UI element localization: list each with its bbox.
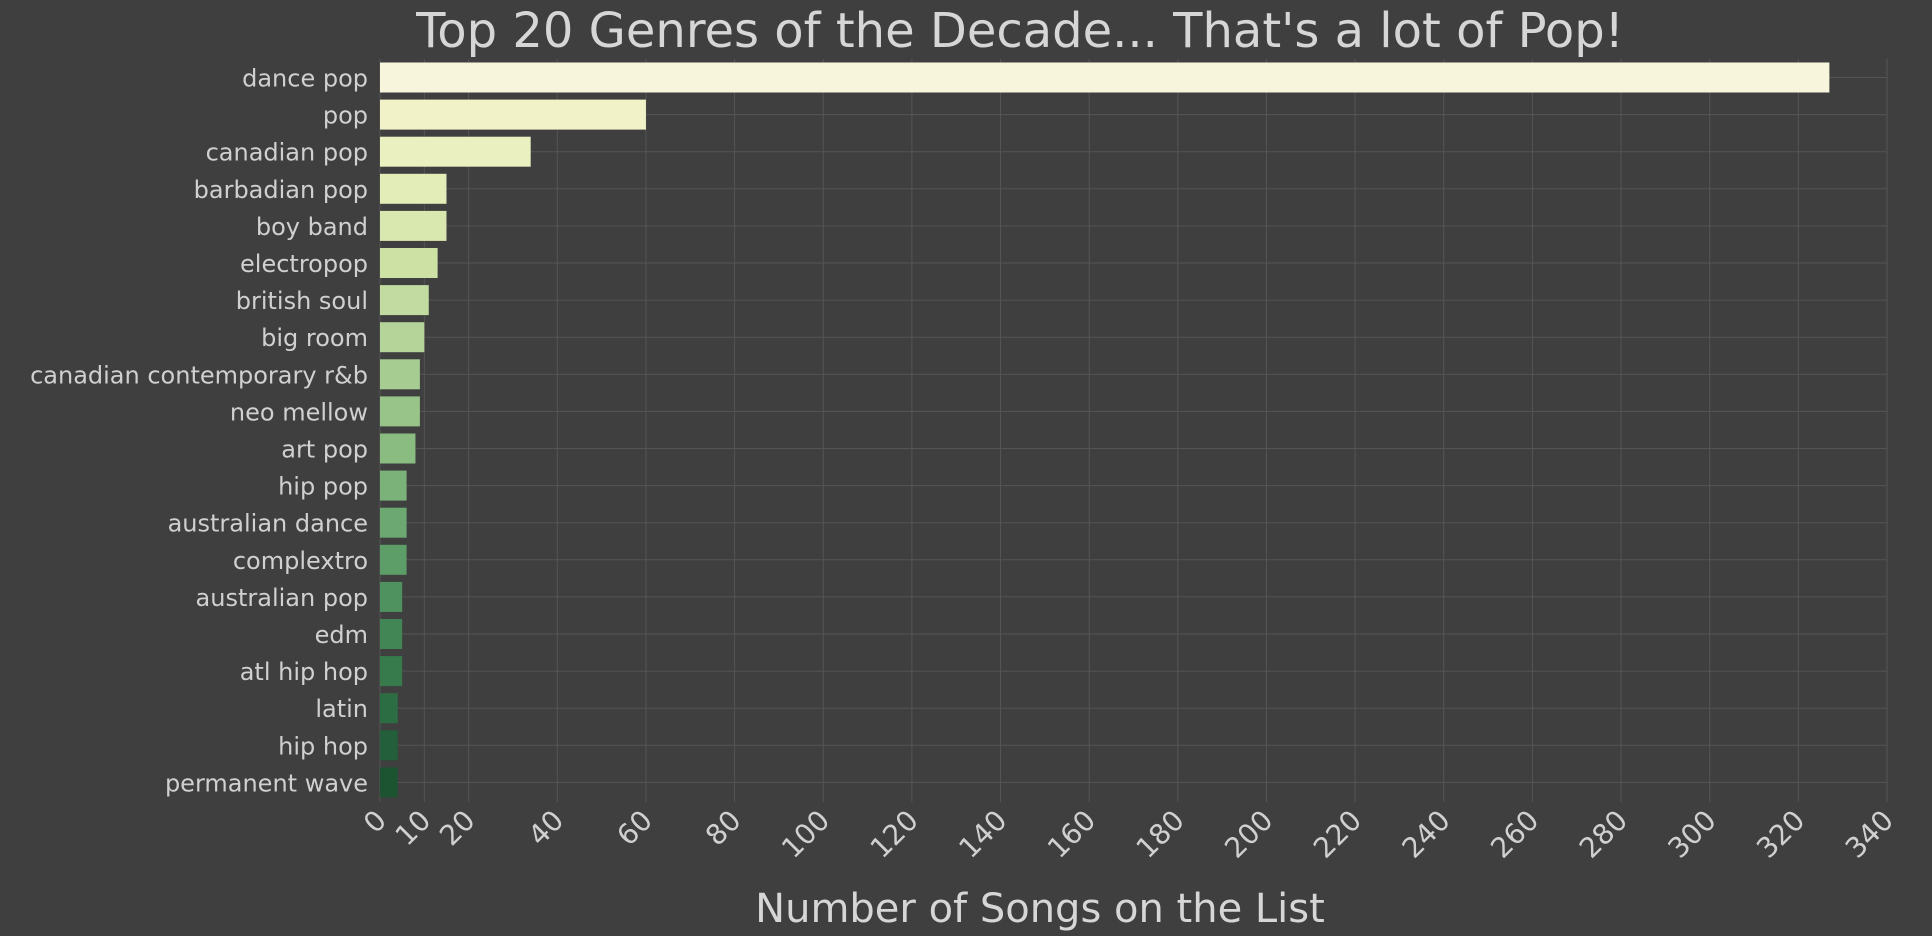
category-label: art pop	[281, 436, 368, 464]
category-label: pop	[323, 102, 368, 130]
category-label: hip pop	[278, 473, 368, 501]
bar	[380, 322, 425, 353]
category-label: british soul	[236, 287, 368, 315]
category-label: canadian contemporary r&b	[30, 361, 368, 389]
bar	[380, 62, 1830, 93]
bars	[380, 62, 1830, 798]
x-tick-label: 60	[610, 804, 659, 853]
x-tick-label: 280	[1573, 804, 1634, 865]
category-label: big room	[261, 324, 368, 352]
bar	[380, 619, 403, 649]
x-tick-label: 100	[775, 804, 836, 865]
x-tick-label: 0	[357, 804, 393, 840]
bar	[380, 693, 398, 724]
x-tick-label: 260	[1484, 804, 1545, 865]
bar	[380, 656, 403, 687]
category-label: atl hip hop	[240, 658, 368, 686]
x-tick-label: 340	[1839, 804, 1900, 865]
x-tick-label: 180	[1130, 804, 1191, 865]
bar	[380, 136, 531, 167]
x-tick-label: 220	[1307, 804, 1368, 865]
x-tick-label: 20	[433, 804, 482, 853]
x-tick-label: 160	[1041, 804, 1102, 865]
category-label: electropop	[240, 250, 368, 278]
bar	[380, 210, 447, 241]
category-label: hip hop	[278, 732, 368, 760]
category-label: boy band	[256, 213, 368, 241]
bar	[380, 767, 398, 798]
x-tick-label: 120	[864, 804, 925, 865]
x-tick-label: 40	[522, 804, 571, 853]
bar	[380, 433, 416, 464]
category-label: latin	[315, 695, 368, 723]
x-tick-label: 140	[952, 804, 1013, 865]
x-tick-label: 300	[1662, 804, 1723, 865]
x-tick-label: 80	[699, 804, 748, 853]
x-tick-label: 320	[1750, 804, 1811, 865]
category-label: canadian pop	[206, 139, 368, 167]
bar	[380, 173, 447, 204]
bar	[380, 581, 403, 612]
category-label: complextro	[233, 547, 368, 575]
x-axis-label: Number of Songs on the List	[755, 886, 1325, 932]
category-labels: dance pop pop canadian pop barbadian pop boy…	[30, 65, 368, 798]
x-tick-label: 200	[1218, 804, 1279, 865]
category-label: barbadian pop	[194, 176, 368, 204]
bar	[380, 285, 429, 316]
category-label: edm	[315, 621, 368, 649]
bar	[380, 359, 420, 390]
bar	[380, 99, 646, 130]
category-label: neo mellow	[230, 398, 368, 426]
category-label: australian dance	[168, 510, 368, 538]
bar	[380, 396, 420, 427]
category-label: australian pop	[196, 584, 368, 612]
category-label: dance pop	[242, 65, 368, 93]
bar	[380, 730, 398, 761]
category-label: permanent wave	[165, 769, 368, 797]
chart-title: Top 20 Genres of the Decade... That's a …	[415, 3, 1624, 59]
x-tick-label: 240	[1396, 804, 1457, 865]
bar	[380, 507, 407, 538]
grid-lines	[379, 59, 1888, 802]
bar	[380, 544, 407, 575]
bar	[380, 470, 407, 501]
bar	[380, 248, 438, 278]
x-tick-label: 10	[389, 804, 438, 853]
